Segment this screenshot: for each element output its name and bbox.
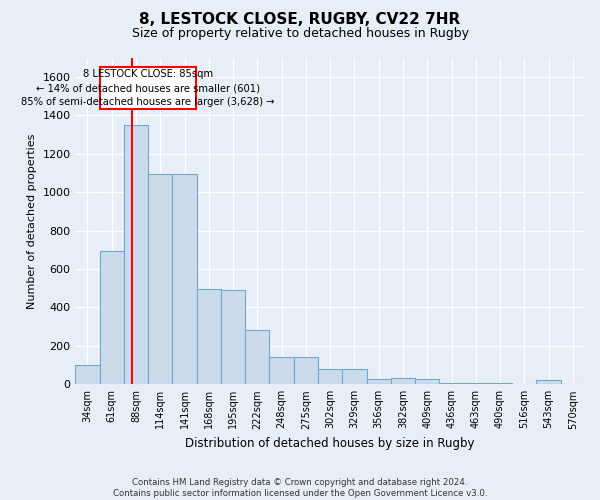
Bar bbox=[536, 380, 561, 384]
Bar bbox=[269, 358, 294, 384]
Bar bbox=[318, 369, 342, 384]
Bar bbox=[124, 125, 148, 384]
Bar bbox=[197, 289, 221, 384]
Bar bbox=[391, 378, 415, 384]
Bar bbox=[294, 358, 318, 384]
Bar bbox=[415, 380, 439, 384]
Bar bbox=[76, 365, 100, 384]
Bar bbox=[100, 250, 124, 384]
FancyBboxPatch shape bbox=[100, 67, 196, 110]
Y-axis label: Number of detached properties: Number of detached properties bbox=[27, 133, 37, 308]
Text: Contains HM Land Registry data © Crown copyright and database right 2024.
Contai: Contains HM Land Registry data © Crown c… bbox=[113, 478, 487, 498]
Bar bbox=[221, 290, 245, 384]
Text: 8, LESTOCK CLOSE, RUGBY, CV22 7HR: 8, LESTOCK CLOSE, RUGBY, CV22 7HR bbox=[139, 12, 461, 28]
Bar bbox=[172, 174, 197, 384]
Bar bbox=[148, 174, 172, 384]
Bar bbox=[367, 378, 391, 384]
Bar bbox=[245, 330, 269, 384]
Text: 8 LESTOCK CLOSE: 85sqm
← 14% of detached houses are smaller (601)
85% of semi-de: 8 LESTOCK CLOSE: 85sqm ← 14% of detached… bbox=[22, 70, 275, 108]
Bar bbox=[342, 369, 367, 384]
X-axis label: Distribution of detached houses by size in Rugby: Distribution of detached houses by size … bbox=[185, 437, 475, 450]
Text: Size of property relative to detached houses in Rugby: Size of property relative to detached ho… bbox=[131, 28, 469, 40]
